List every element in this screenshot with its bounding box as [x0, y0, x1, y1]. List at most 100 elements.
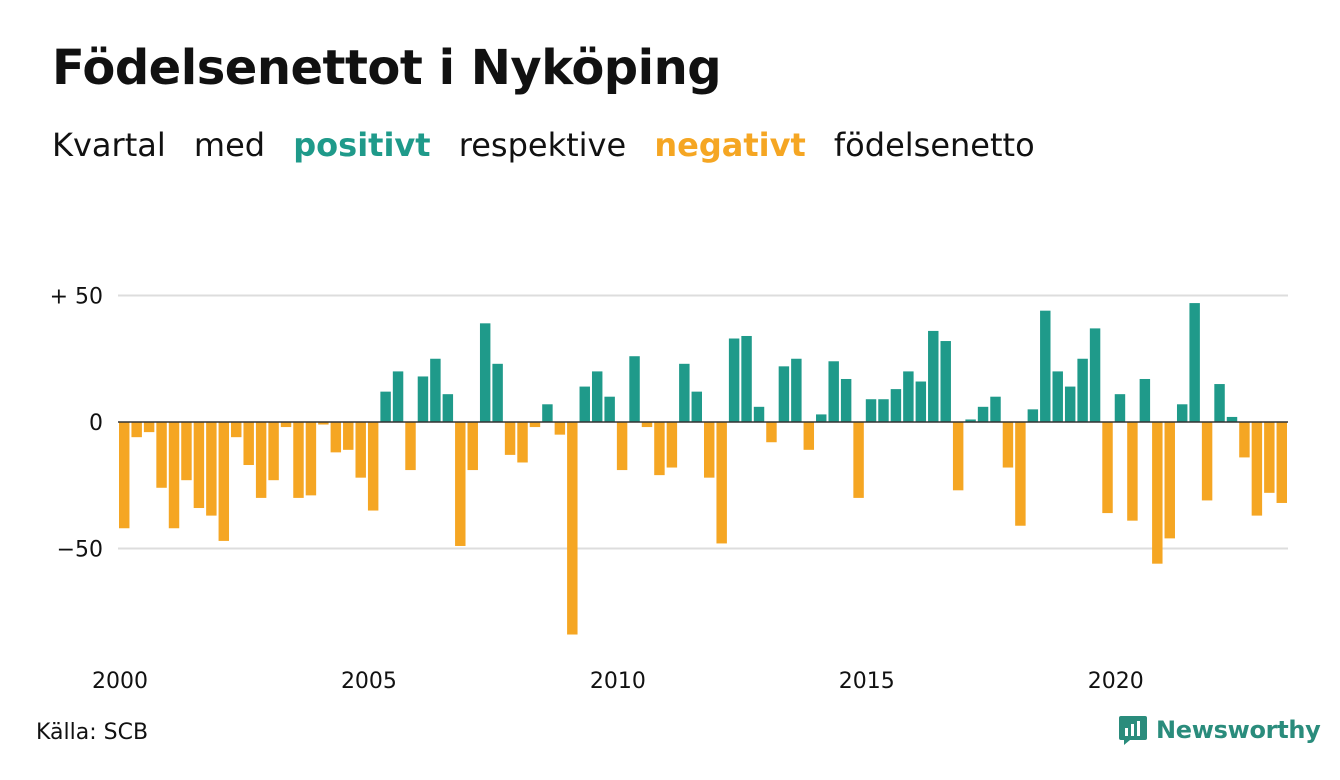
bar [977, 406, 989, 422]
bar [604, 396, 615, 422]
bar [591, 371, 603, 422]
bar [280, 422, 292, 428]
bar [915, 381, 927, 422]
bar [1239, 422, 1250, 458]
bar [1040, 310, 1051, 422]
bar [1276, 422, 1287, 503]
bar [890, 389, 902, 422]
bar [853, 422, 864, 498]
x-tick-label: 2010 [590, 669, 646, 694]
subtitle-positive-label: positivt [293, 126, 431, 164]
bar [803, 422, 815, 450]
bar [1002, 422, 1014, 468]
bar [330, 422, 342, 453]
bar [517, 422, 528, 463]
bar [753, 406, 765, 422]
bar [405, 422, 416, 471]
bar [691, 391, 702, 422]
x-axis-labels: 2000 2005 2010 2015 2020 [92, 669, 1144, 694]
bar [990, 396, 1001, 422]
bar [367, 422, 379, 511]
bar [1102, 422, 1113, 514]
subtitle-word: med [193, 126, 266, 164]
bar [1152, 422, 1163, 564]
subtitle-word: Kvartal [52, 126, 166, 164]
brand-name: Newsworthy [1156, 716, 1321, 744]
bar [554, 422, 566, 435]
bar [778, 366, 790, 422]
bar [567, 422, 578, 635]
bar [243, 422, 254, 466]
bar [1015, 422, 1026, 526]
bar [766, 422, 777, 443]
x-tick-label: 2020 [1088, 669, 1144, 694]
bar [629, 356, 640, 422]
gridlines [118, 294, 1288, 550]
x-tick-label: 2000 [92, 669, 148, 694]
bar [430, 358, 441, 422]
bar [791, 358, 802, 422]
bar [1214, 384, 1225, 422]
bar [1139, 378, 1151, 422]
bar [293, 422, 304, 498]
chart-title: Födelsenettot i Nyköping [52, 40, 722, 96]
bar [1251, 422, 1263, 516]
newsworthy-logo-icon [1119, 716, 1147, 745]
bar [305, 422, 317, 496]
bar [206, 422, 217, 516]
bar [579, 386, 590, 422]
bar [1077, 358, 1088, 422]
bar [878, 399, 889, 422]
bar [143, 422, 155, 433]
bar [156, 422, 167, 488]
chart-subtitle: Kvartal med positivt respektive negativt… [52, 126, 1053, 164]
subtitle-word: födelsenetto [833, 126, 1035, 164]
bar [1027, 409, 1039, 422]
bar [479, 323, 491, 422]
bar [1052, 371, 1063, 422]
y-tick-label: −50 [57, 538, 103, 563]
bar [318, 422, 329, 425]
bar [616, 422, 628, 471]
bar [442, 394, 454, 422]
bar [654, 422, 665, 476]
bar [840, 378, 852, 422]
bar [952, 422, 964, 491]
bar [417, 376, 429, 422]
bar [1114, 394, 1126, 422]
bar [343, 422, 354, 450]
bar [965, 419, 976, 422]
bar [1264, 422, 1275, 493]
bar [255, 422, 267, 498]
bar [119, 422, 130, 529]
bar [816, 414, 827, 422]
bar [492, 363, 503, 422]
x-tick-label: 2005 [341, 669, 397, 694]
bar [529, 422, 541, 428]
bar [181, 422, 192, 481]
bar [1164, 422, 1175, 539]
bar [1226, 416, 1238, 422]
bar [741, 335, 752, 422]
bar [940, 341, 951, 422]
bar [666, 422, 678, 468]
bar [268, 422, 279, 481]
bar [1189, 303, 1200, 422]
bar [903, 371, 914, 422]
bar [828, 361, 839, 422]
bar [392, 371, 404, 422]
bars [119, 303, 1287, 635]
source-note: Källa: SCB [36, 720, 149, 745]
bar [542, 404, 553, 422]
bar [504, 422, 516, 455]
bar [641, 422, 653, 428]
brand-logo: Newsworthy [1118, 714, 1321, 746]
bar [380, 391, 391, 422]
x-tick-label: 2015 [839, 669, 895, 694]
bar [455, 422, 466, 546]
bar [1176, 404, 1188, 422]
bar [1089, 328, 1101, 422]
bar [1064, 386, 1076, 422]
bar [716, 422, 727, 544]
bar [193, 422, 205, 509]
